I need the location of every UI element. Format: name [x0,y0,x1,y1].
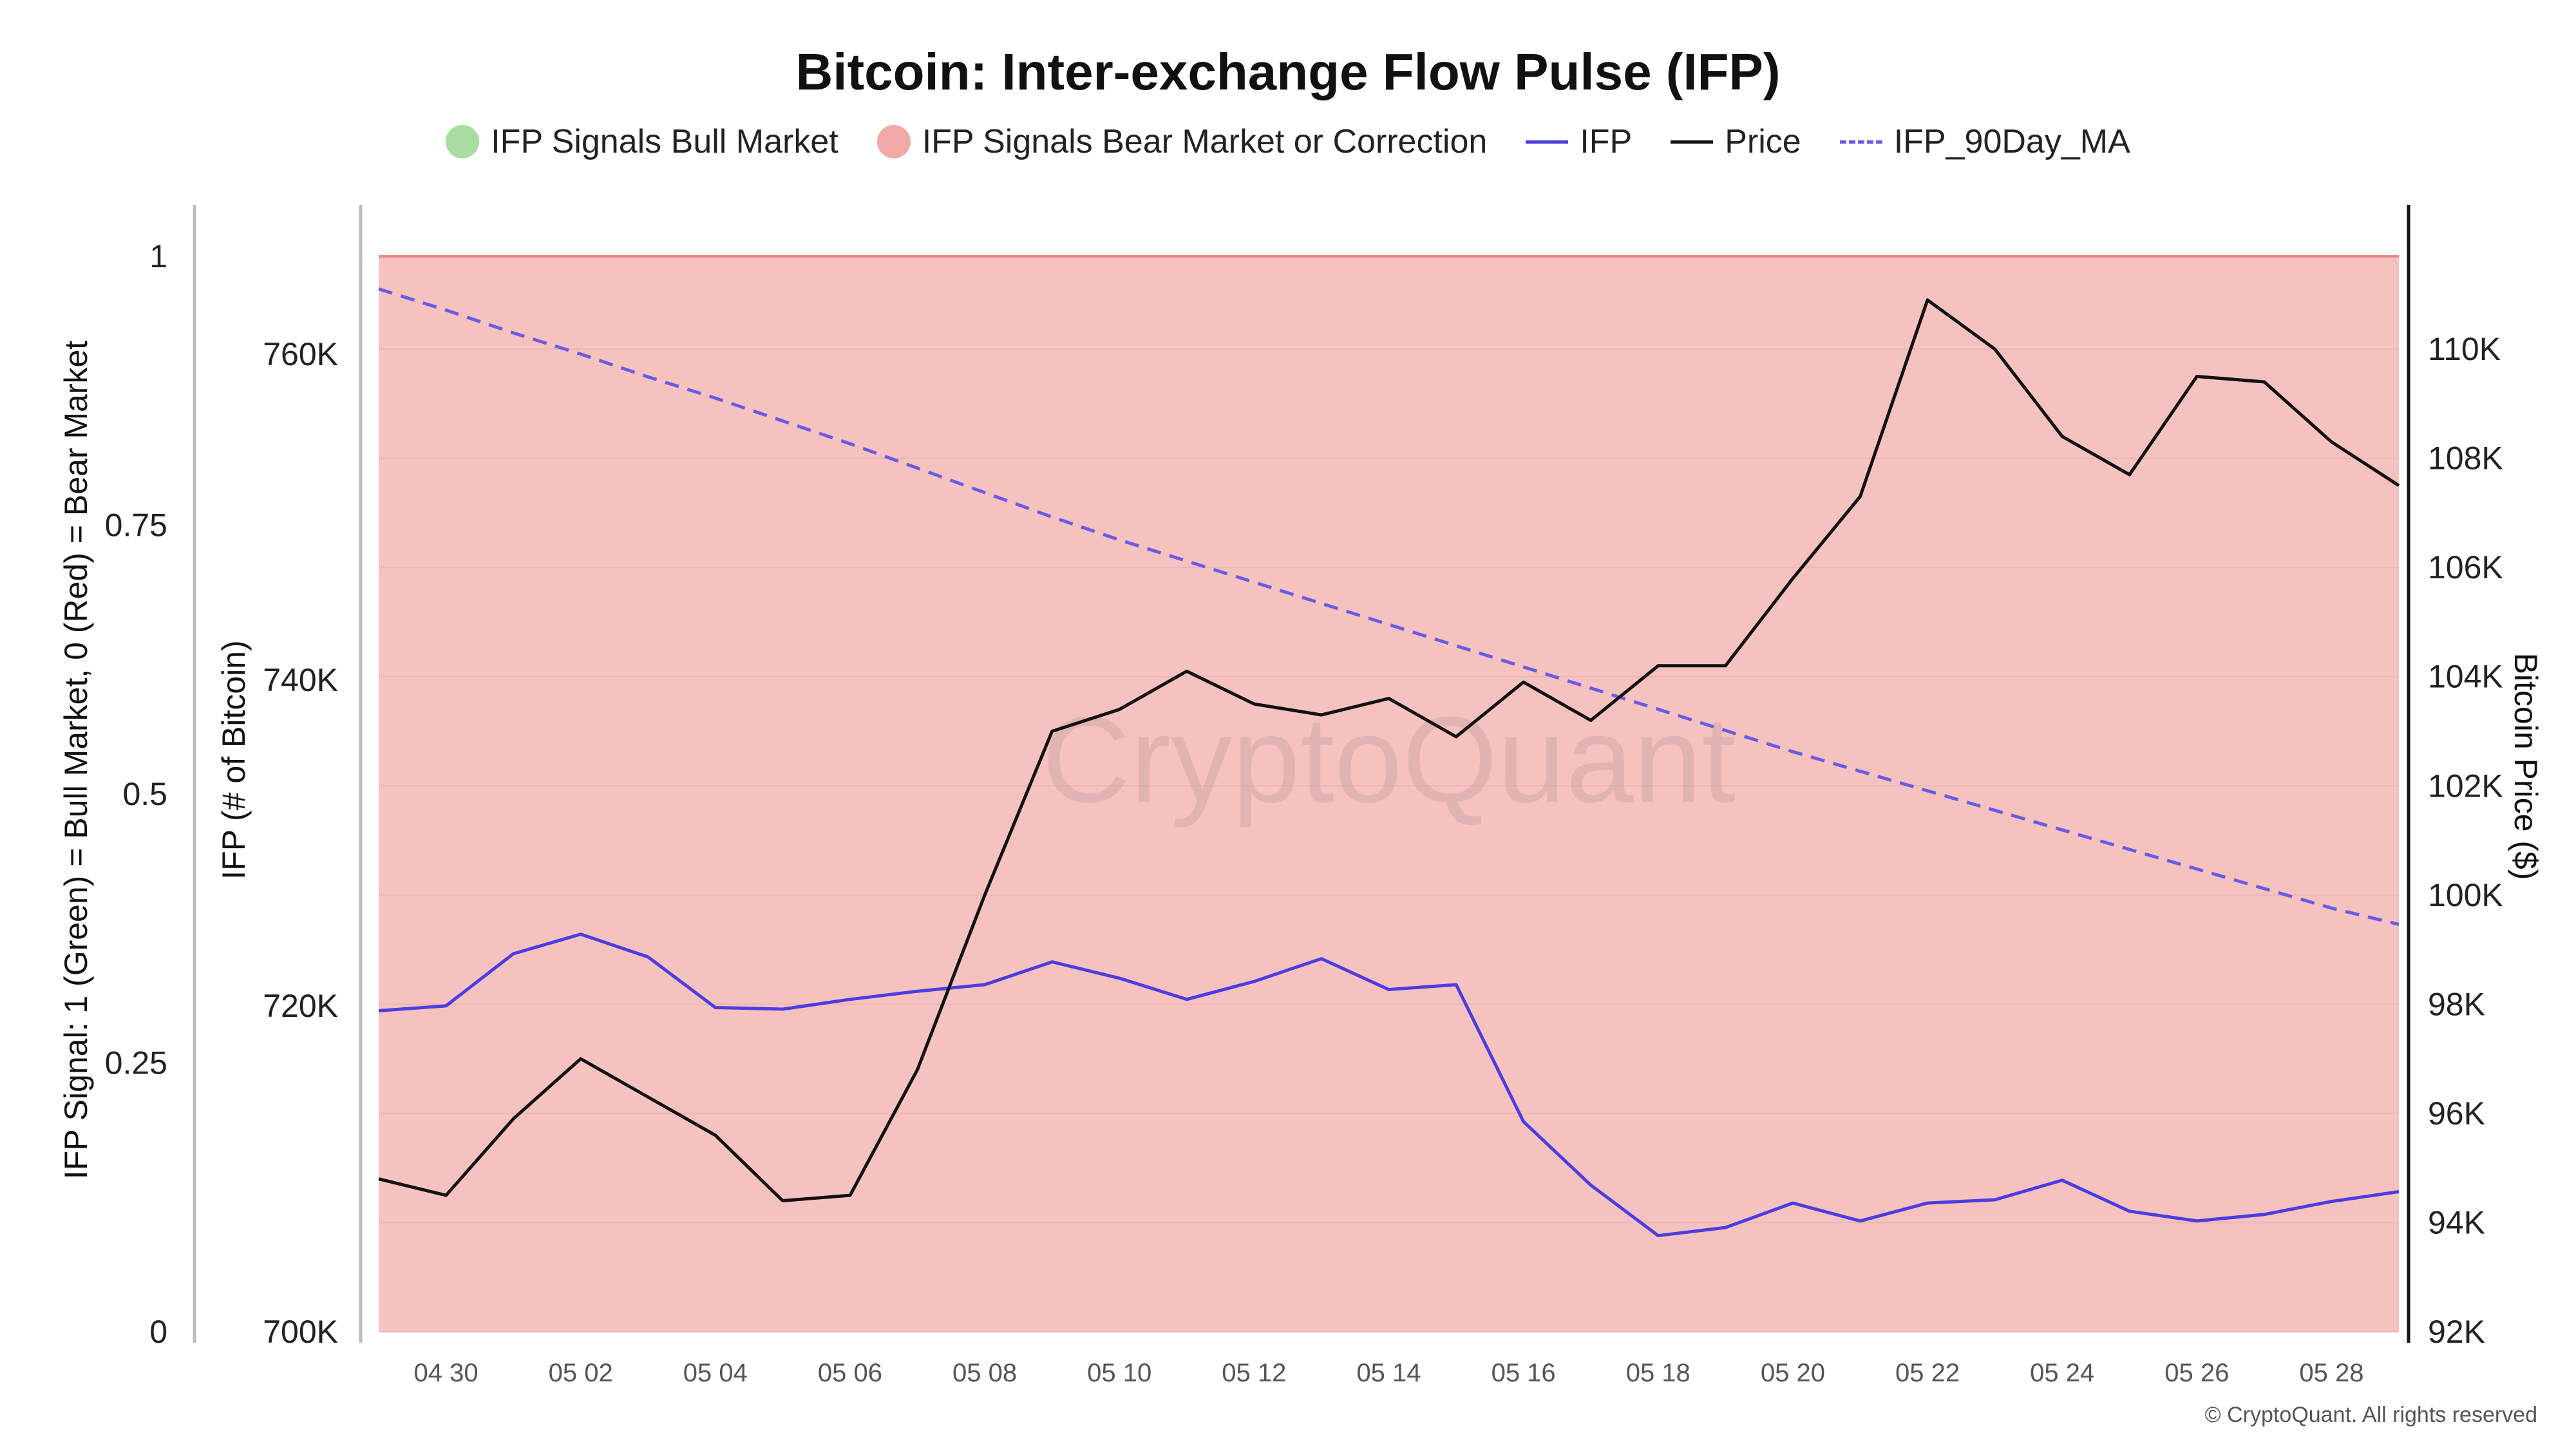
signal-tick-label: 0.5 [122,776,167,812]
signal-tick-label: 0.25 [105,1045,167,1081]
x-tick-label: 05 10 [1087,1359,1151,1387]
legend-item-price[interactable]: Price [1671,122,1801,161]
ifp-tick-label: 740K [263,662,338,698]
price-tick-label: 108K [2428,440,2503,477]
ifp-axis-title: IFP (# of Bitcoin) [216,640,252,879]
bear-signal-area [379,256,2399,1332]
ifp-tick-label: 700K [263,1314,338,1350]
legend-price-label: Price [1725,123,1801,160]
x-tick-label: 05 18 [1626,1359,1690,1387]
x-tick-label: 05 22 [1895,1359,1960,1387]
x-tick-label: 05 14 [1356,1359,1421,1387]
x-tick-label: 04 30 [414,1359,478,1387]
series-lines [378,287,2400,1238]
price-tick-label: 110K [2428,331,2501,367]
price-tick-label: 104K [2428,659,2503,695]
price-tick-label: 96K [2428,1095,2485,1132]
signal-tick-label: 1 [149,238,167,274]
chart-title: Bitcoin: Inter-exchange Flow Pulse (IFP) [795,43,1781,100]
x-tick-label: 05 16 [1492,1359,1556,1387]
signal-axis-title: IFP Signal: 1 (Green) = Bull Market, 0 (… [58,341,94,1179]
price-tick-label: 98K [2428,986,2485,1022]
axis-lines [193,205,2410,1343]
x-tick-label: 05 02 [549,1359,613,1387]
legend-bear-label: IFP Signals Bear Market or Correction [922,123,1488,160]
x-tick-label: 05 08 [952,1359,1017,1387]
x-tick-label: 05 28 [2299,1359,2363,1387]
legend-bull-label: IFP Signals Bull Market [491,123,838,160]
bear-signal-area-group [379,255,2399,1332]
legend-ifp-ma-label: IFP_90Day_MA [1893,123,2130,160]
x-tick-label: 05 12 [1222,1359,1286,1387]
legend-item-ifp[interactable]: IFP [1526,122,1632,161]
legend-bear-swatch [876,125,911,158]
legend-item-ifp-ma[interactable]: IFP_90Day_MA [1839,122,2130,161]
series-price [378,298,2400,1202]
x-tick-label: 05 20 [1761,1359,1825,1387]
x-tick-label: 05 06 [818,1359,882,1387]
price-tick-label: 94K [2428,1204,2485,1240]
legend-price-swatch [1671,140,1714,144]
grid-lines [379,348,2399,1332]
series-ifp [378,933,2400,1238]
legend-ifp-ma-swatch [1839,140,1882,144]
legend-bull-swatch [446,125,480,158]
ifp-tick-label: 760K [263,336,338,372]
price-tick-label: 106K [2428,549,2503,585]
x-tick-label: 05 26 [2164,1359,2229,1387]
price-axis-title: Bitcoin Price ($) [2508,653,2544,880]
signal-tick-label: 0 [149,1314,167,1350]
signal-tick-label: 0.75 [105,507,167,544]
legend-ifp-label: IFP [1580,123,1633,160]
x-tick-label: 05 04 [683,1359,748,1387]
legend-item-bear[interactable]: IFP Signals Bear Market or Correction [876,122,1488,161]
chart-legend: IFP Signals Bull Market IFP Signals Bear… [0,122,2576,161]
series-ifp-90day-ma [378,287,2400,926]
x-tick-label: 05 24 [2030,1359,2094,1387]
tick-labels: 0 0.25 0.5 0.75 1 700K 720K 740K 760K 92K 94K 96K 98… [105,238,2503,1387]
watermark: CryptoQuant [1042,692,1736,828]
price-tick-label: 100K [2428,877,2503,913]
price-tick-label: 92K [2428,1314,2485,1350]
legend-item-bull[interactable]: IFP Signals Bull Market [446,122,838,161]
price-tick-label: 102K [2428,768,2503,804]
copyright-notice: © CryptoQuant. All rights reserved [2204,1403,2537,1427]
ifp-tick-label: 720K [263,988,338,1024]
legend-ifp-swatch [1526,140,1569,144]
